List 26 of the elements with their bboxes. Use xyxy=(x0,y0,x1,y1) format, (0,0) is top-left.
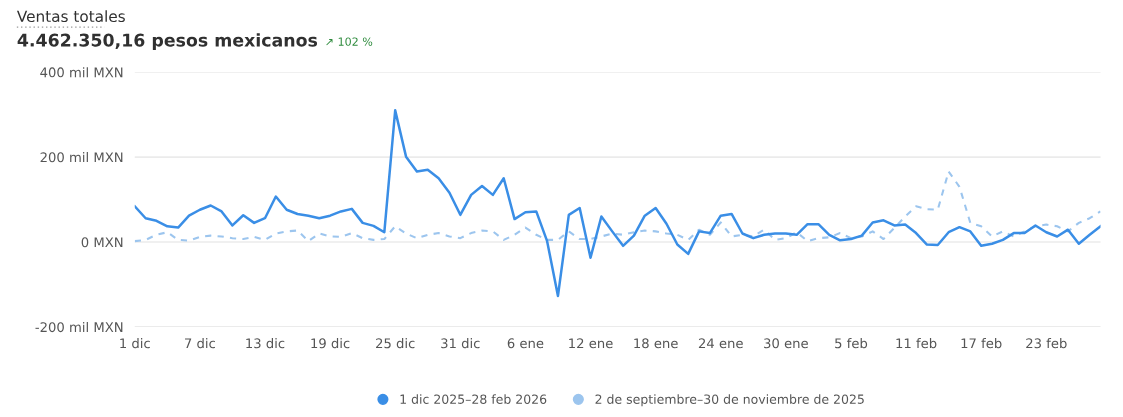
legend-label: 2 de septiembre–30 de noviembre de 2025 xyxy=(595,394,864,407)
x-tick-label: 12 ene xyxy=(569,338,613,349)
x-tick-label: 23 feb xyxy=(1026,338,1067,349)
y-tick-label: 0 MXN xyxy=(81,237,123,248)
x-tick-label: 6 ene xyxy=(507,338,544,349)
chart-subtitle: 4.462.350,16 pesos mexicanos xyxy=(17,33,318,51)
legend-label: 1 dic 2025–28 feb 2026 xyxy=(400,394,547,404)
x-tick-label: 31 dic xyxy=(441,338,480,349)
x-tick-label: 19 dic xyxy=(311,338,350,349)
line-series xyxy=(134,170,1101,243)
x-tick-label: 7 dic xyxy=(185,338,215,349)
y-tick-label: -200 mil MXN xyxy=(35,321,123,333)
x-tick-label: 11 feb xyxy=(896,338,937,349)
y-tick-label: 200 mil MXN xyxy=(40,152,123,163)
x-tick-label: 17 feb xyxy=(961,338,1002,349)
x-tick-label: 13 dic xyxy=(246,338,285,349)
x-tick-label: 1 dic xyxy=(120,338,150,349)
x-tick-label: 18 ene xyxy=(634,338,678,349)
chart-title: Ventas totales xyxy=(16,10,125,23)
x-tick-label: 5 feb xyxy=(835,338,868,349)
x-tick-label: 24 ene xyxy=(698,338,743,349)
x-tick-label: 30 ene xyxy=(764,338,808,349)
text: ↗ 102 % xyxy=(326,37,373,46)
line-series xyxy=(134,109,1101,298)
x-tick-label: 25 dic xyxy=(376,338,415,349)
y-tick-label: 400 mil MXN xyxy=(40,67,123,78)
